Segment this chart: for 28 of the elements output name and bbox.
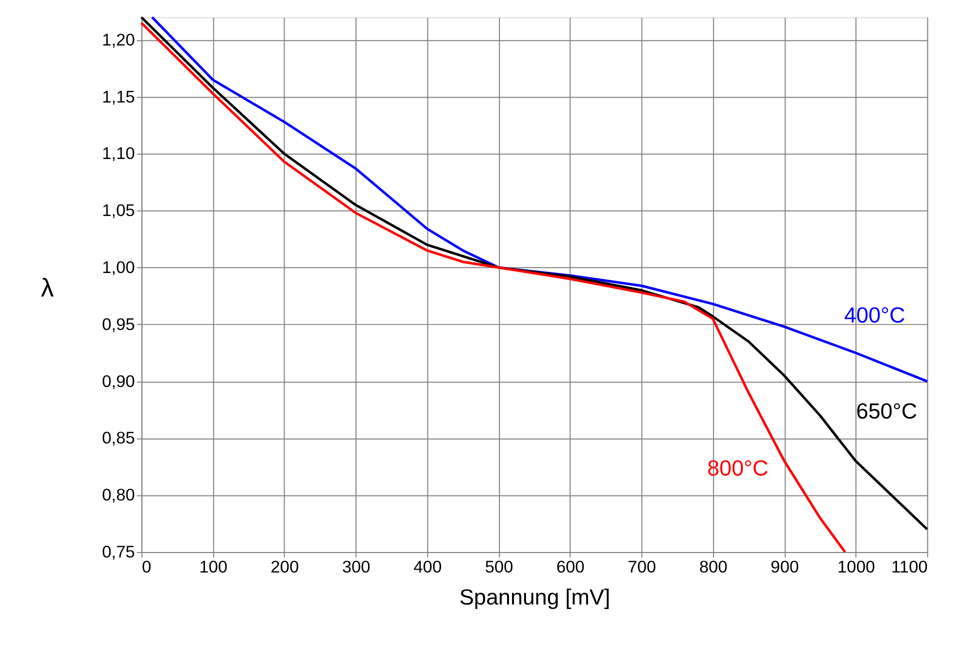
y-tick-label: 1,20 [102, 30, 135, 50]
y-tick-label: 0,90 [102, 372, 135, 391]
y-tick-label: 0,95 [102, 314, 135, 334]
y-tick-label: 1,10 [102, 144, 135, 164]
x-tick-label: 1100 [891, 557, 928, 576]
x-tick-label: 400 [414, 557, 442, 576]
y-tick-label: 1,00 [102, 258, 135, 278]
x-tick-label: 200 [270, 557, 299, 576]
x-tick-label: 800 [699, 557, 728, 576]
x-tick-label: 1000 [837, 557, 876, 576]
x-axis-title: Spannung [mV] [459, 584, 610, 610]
series-label: 650°C [856, 398, 918, 424]
line-series [150, 16, 928, 383]
y-tick-label: 0,85 [102, 428, 135, 448]
series-label: 400°C [844, 302, 906, 328]
y-tick-label: 1,15 [102, 87, 135, 106]
x-tick-label: 500 [484, 557, 514, 576]
y-axis-title: λ [40, 274, 54, 303]
x-tick-label: 600 [556, 557, 585, 576]
y-tick-label: 0,80 [102, 486, 135, 505]
x-tick-label: 700 [628, 557, 656, 576]
y-tick-label: 1,05 [102, 201, 135, 220]
x-tick-label: 900 [770, 557, 799, 576]
series-label: 800°C [707, 455, 768, 480]
x-tick-label: 100 [199, 557, 228, 576]
y-tick-label: 0,75 [102, 542, 135, 562]
x-tick-label: 300 [342, 557, 370, 576]
x-tick-label: 0 [142, 557, 152, 576]
